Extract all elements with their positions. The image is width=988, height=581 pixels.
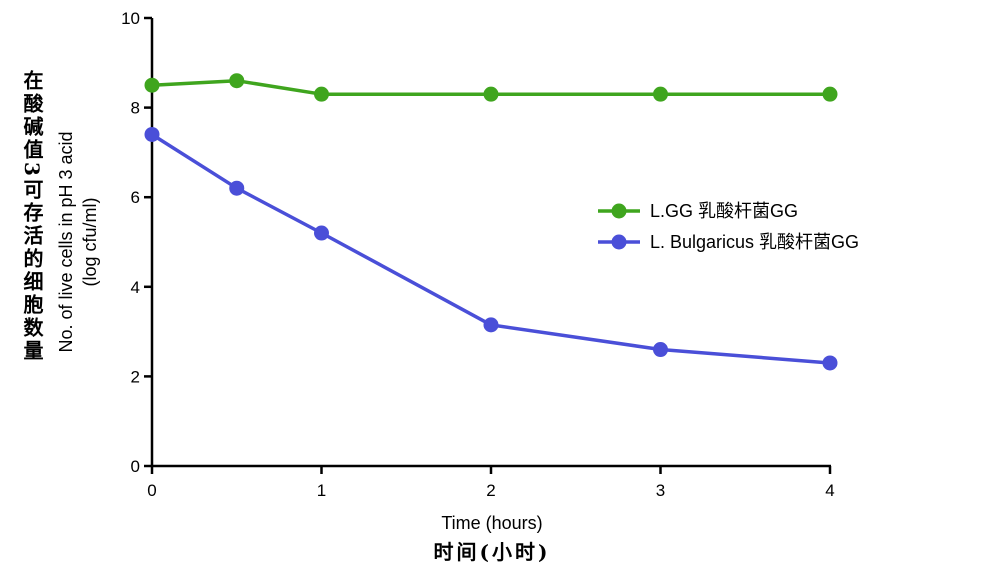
y-tick-label: 10 <box>121 9 140 28</box>
series-layer <box>144 73 838 371</box>
x-axis-title-cn: 时间(小时) <box>434 540 551 564</box>
series-line-0 <box>151 78 830 96</box>
x-tick-label: 4 <box>825 481 834 500</box>
y-tick-label: 2 <box>131 367 140 386</box>
legend-label: L.GG 乳酸杆菌GG <box>650 201 798 221</box>
series-0-point <box>229 73 245 89</box>
x-tick-label: 2 <box>486 481 495 500</box>
y-axis-title-cn: 在酸碱值3可存活的细胞数量 <box>20 69 44 363</box>
series-1-point <box>483 317 499 333</box>
x-axis-title: Time (hours) <box>441 513 542 533</box>
x-ticks: 0 1 2 3 4 <box>147 466 835 500</box>
series-0-point <box>144 77 160 93</box>
legend-swatch-marker <box>611 203 627 219</box>
series-1-point <box>822 355 838 371</box>
series-0-point <box>653 86 668 102</box>
series-0-point <box>483 86 499 102</box>
y-tick-label: 8 <box>131 99 140 118</box>
y-tick-label: 0 <box>131 457 140 476</box>
legend: L.GG 乳酸杆菌GG L. Bulgaricus 乳酸杆菌GG <box>598 201 859 252</box>
series-1-point <box>144 126 160 142</box>
legend-swatch-marker <box>611 234 627 250</box>
x-tick-label: 1 <box>317 481 326 500</box>
series-0-point <box>314 86 329 102</box>
legend-label: L. Bulgaricus 乳酸杆菌GG <box>650 232 859 252</box>
series-0-point <box>822 86 838 102</box>
y-ticks: 0 2 4 6 8 10 <box>121 9 152 476</box>
series-1-point <box>229 180 245 196</box>
y-axis-title-line2: (log cfu/ml) <box>80 197 100 286</box>
series-line-1 <box>151 133 831 365</box>
y-axis-title-line1: No. of live cells in pH 3 acid <box>56 131 76 352</box>
series-1-point <box>653 342 668 358</box>
y-tick-label: 4 <box>131 278 140 297</box>
x-tick-label: 3 <box>656 481 665 500</box>
series-1-point <box>314 225 329 241</box>
y-tick-label: 6 <box>131 188 140 207</box>
x-tick-label: 0 <box>147 481 156 500</box>
